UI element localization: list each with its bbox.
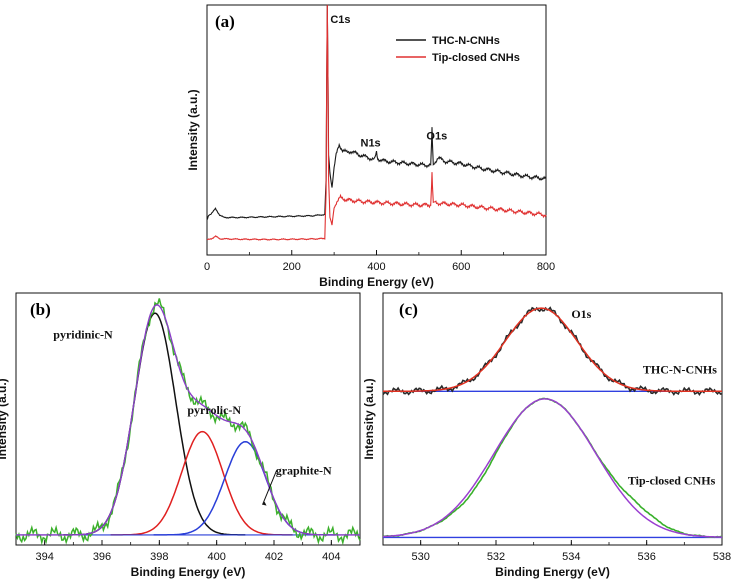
panel-c: 530 532 534 536 538 Binding Energy (eV) Intens… bbox=[362, 292, 731, 579]
label-pyridinic-n: pyridinic-N bbox=[53, 327, 113, 341]
component-peak-pyridinic-N bbox=[63, 312, 246, 536]
x-tick-label: 800 bbox=[537, 261, 555, 273]
x-tick-label: 396 bbox=[93, 551, 111, 563]
binding-energy-axis-label-b: Binding Energy (eV) bbox=[131, 565, 246, 579]
x-tick-label: 530 bbox=[411, 551, 429, 563]
panel-label: (c) bbox=[399, 300, 418, 319]
annotation-arrow bbox=[262, 470, 278, 505]
label-graphite-n: graphite-N bbox=[276, 463, 332, 477]
x-tick-label: 532 bbox=[487, 551, 505, 563]
x-tick-label: 536 bbox=[637, 551, 655, 563]
raw-spectrum bbox=[15, 298, 361, 546]
fit-envelope bbox=[16, 304, 360, 536]
x-tick-label: 200 bbox=[283, 261, 301, 273]
series-line-tip-closed-cnhs bbox=[206, 4, 547, 241]
x-tick-label: 394 bbox=[35, 551, 53, 563]
plot-frame bbox=[382, 292, 723, 546]
label-pyrrolic-n: pyrrolic-N bbox=[187, 403, 241, 417]
intensity-axis-label-c: Intensity (a.u.) bbox=[362, 378, 376, 459]
peak-label-o1s: O1s bbox=[426, 131, 447, 143]
x-tick-label: 400 bbox=[207, 551, 225, 563]
binding-energy-axis-label-a: Binding Energy (eV) bbox=[319, 275, 434, 289]
intensity-axis-label-b: Intensity (a.u.) bbox=[0, 378, 9, 459]
x-tick-label: 538 bbox=[713, 551, 731, 563]
peak-label-n1s: N1s bbox=[361, 138, 381, 150]
raw-spectrum-upper bbox=[382, 306, 723, 396]
legend-label: Tip-closed CNHs bbox=[432, 52, 520, 64]
x-tick-label: 400 bbox=[367, 261, 385, 273]
fit-curve-lower bbox=[382, 398, 722, 538]
binding-energy-axis-label-c: Binding Energy (eV) bbox=[495, 565, 610, 579]
x-tick-label: 0 bbox=[204, 261, 210, 273]
x-tick-label: 398 bbox=[150, 551, 168, 563]
label-thc-n-cnhs: THC-N-CNHs bbox=[643, 363, 717, 377]
x-tick-label: 402 bbox=[265, 551, 283, 563]
label-tip-closed-cnhs: Tip-closed CNHs bbox=[628, 474, 716, 488]
peak-label-c1s: C1s bbox=[330, 14, 350, 26]
x-tick-label: 404 bbox=[322, 551, 340, 563]
series-line-thc-n-cnhs bbox=[206, 4, 547, 221]
panel-label: (b) bbox=[30, 300, 51, 319]
panel-a: 0 200 400 600 800 Binding Energy (eV) Intensit… bbox=[186, 4, 555, 289]
intensity-axis-label-a: Intensity (a.u.) bbox=[186, 89, 200, 170]
panel-label: (a) bbox=[215, 12, 235, 31]
legend-label: THC-N-CNHs bbox=[432, 35, 500, 47]
x-tick-label: 534 bbox=[562, 551, 580, 563]
panel-b: 394 396 398 400 402 404 Binding Energy (eV) Int… bbox=[0, 292, 361, 579]
component-peak-graphite-N bbox=[153, 440, 336, 536]
raw-spectrum-lower bbox=[382, 397, 722, 539]
component-peak-pyrrolic-N bbox=[110, 430, 293, 536]
arrow-head bbox=[262, 501, 267, 506]
x-tick-label: 600 bbox=[452, 261, 470, 273]
peak-label-o1s: O1s bbox=[571, 307, 591, 321]
fit-curve-upper bbox=[383, 307, 722, 393]
